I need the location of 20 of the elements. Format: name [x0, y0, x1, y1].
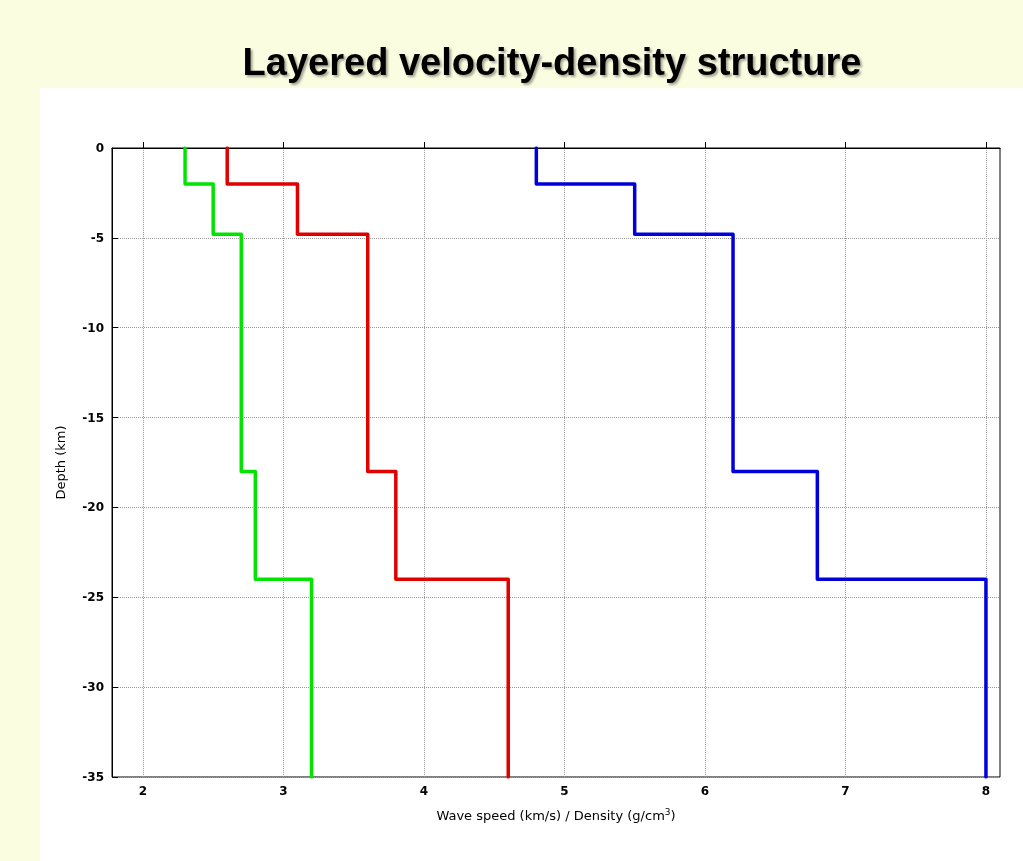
line-series — [183, 146, 314, 779]
y-tick-label: -30 — [82, 680, 104, 695]
y-tick-label: -15 — [82, 410, 104, 425]
x-tick-label: 6 — [700, 784, 710, 798]
x-tick-label: 4 — [419, 784, 429, 798]
x-tick-label: 2 — [138, 784, 148, 798]
x-tick-label: 8 — [981, 784, 991, 798]
y-tick-label: -25 — [82, 590, 104, 605]
y-tick-label: 0 — [95, 141, 104, 155]
y-tick-label: -5 — [90, 230, 104, 245]
y-tick-label: -35 — [82, 770, 104, 784]
x-tick-label: 3 — [279, 784, 288, 798]
chart-title: Layered velocity-density structure — [242, 41, 862, 83]
x-tick-label: 5 — [560, 784, 569, 798]
line-series — [534, 146, 988, 779]
line-series — [225, 146, 510, 779]
y-axis-title: Depth (km) — [53, 425, 68, 500]
y-tick-label: -20 — [82, 500, 104, 515]
x-tick-label: 7 — [841, 784, 850, 798]
y-tick-label: -10 — [82, 320, 104, 335]
